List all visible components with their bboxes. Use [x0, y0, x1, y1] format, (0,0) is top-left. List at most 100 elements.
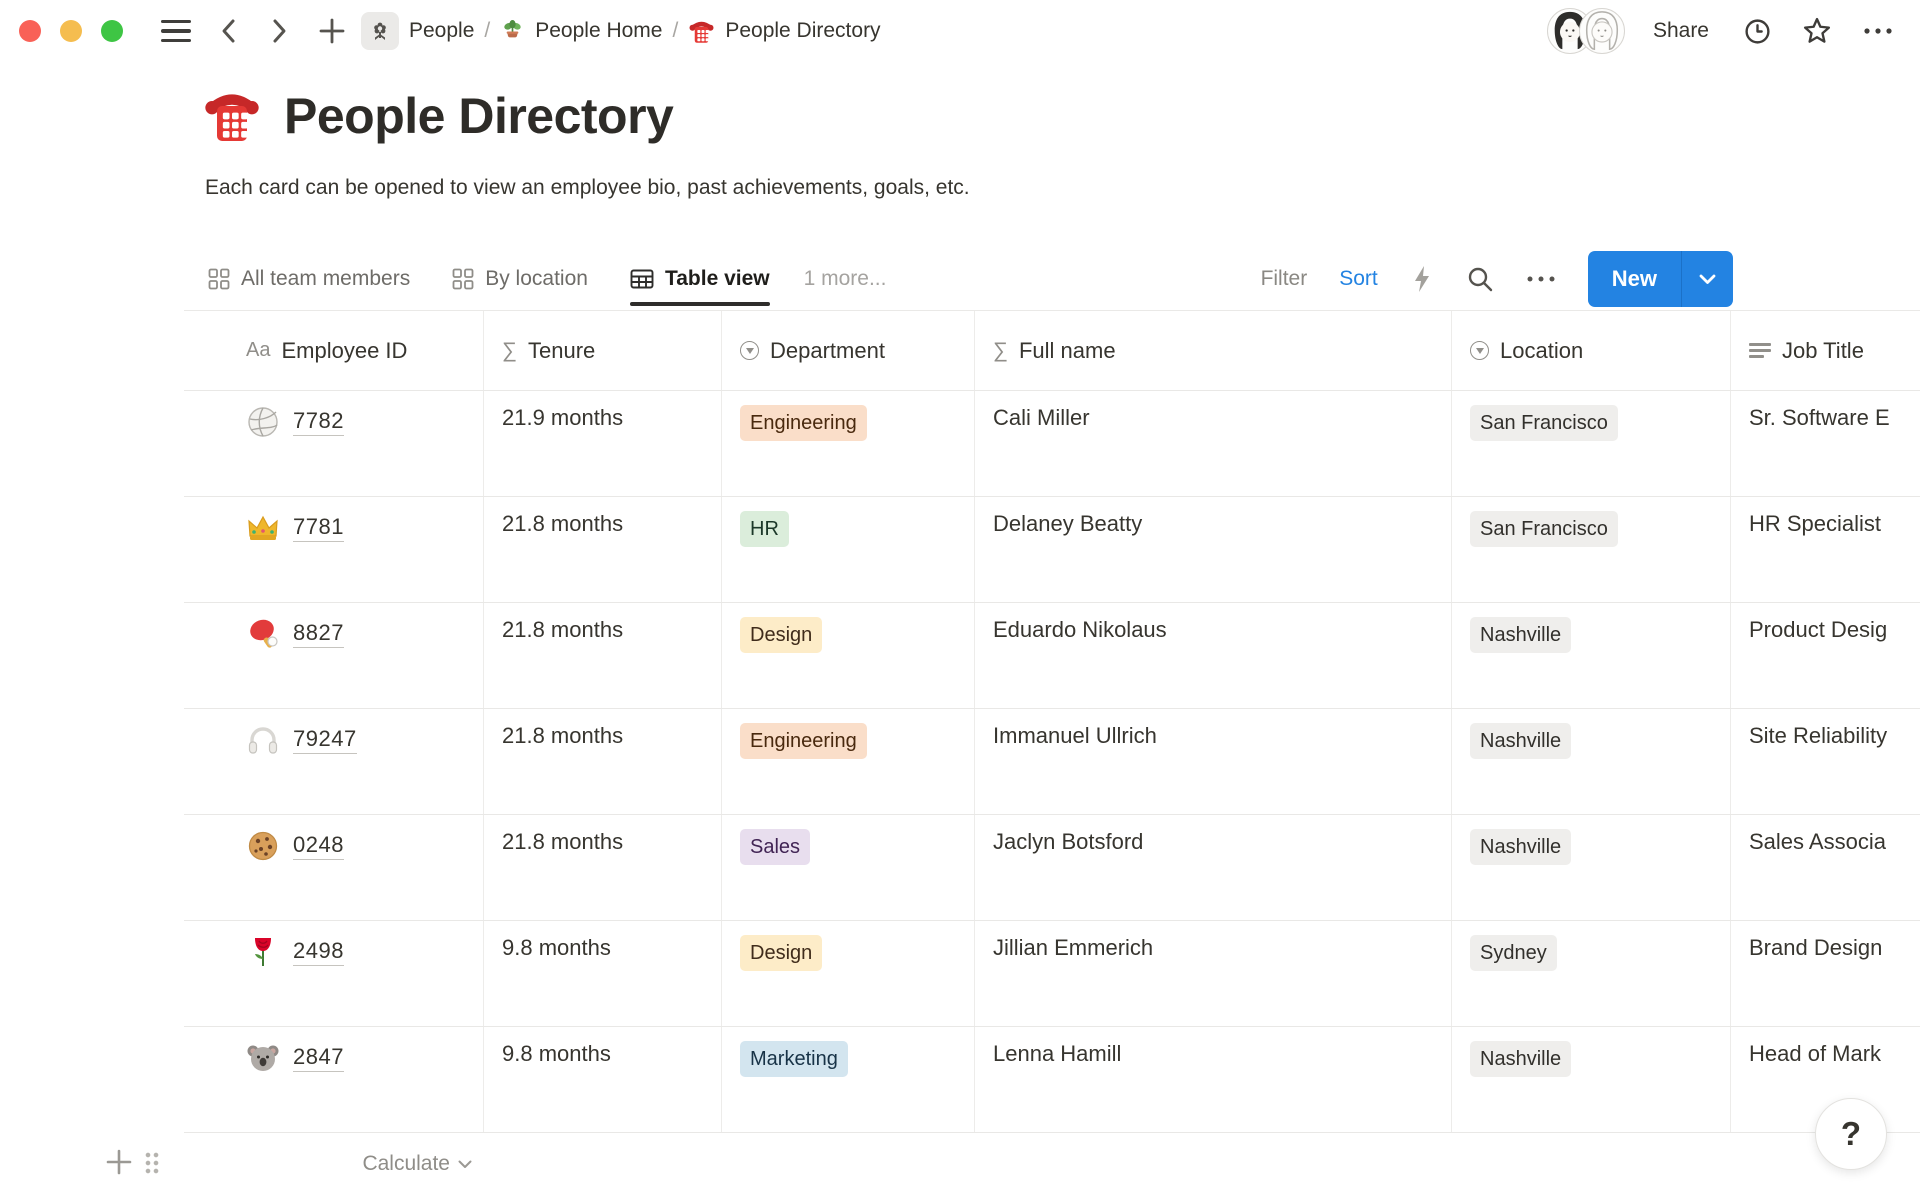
department-tag[interactable]: Design: [740, 935, 823, 971]
view-options-button[interactable]: [1526, 274, 1556, 284]
location-tag[interactable]: Nashville: [1470, 1041, 1572, 1077]
automation-button[interactable]: [1410, 264, 1434, 294]
full-name-cell[interactable]: Delaney Beatty: [975, 497, 1452, 602]
page-description[interactable]: Each card can be opened to view an emplo…: [205, 176, 970, 199]
department-tag[interactable]: Engineering: [740, 723, 867, 759]
column-header-employee-id[interactable]: Aa Employee ID: [184, 311, 484, 390]
full-name-cell[interactable]: Jillian Emmerich: [975, 921, 1452, 1026]
job-title-cell[interactable]: Product Desig: [1749, 617, 1888, 642]
full-name-cell[interactable]: Eduardo Nikolaus: [975, 603, 1452, 708]
back-button[interactable]: [217, 17, 241, 45]
full-name-cell[interactable]: Cali Miller: [975, 391, 1452, 496]
formula-property-icon: ∑: [993, 338, 1008, 362]
department-tag[interactable]: HR: [740, 511, 789, 547]
history-button[interactable]: [1743, 17, 1772, 46]
table-row[interactable]: 8827 21.8 months Design Eduardo Nikolaus…: [184, 603, 1920, 709]
add-row-button[interactable]: [104, 1147, 134, 1177]
employee-id-link[interactable]: 2498: [293, 938, 344, 966]
tenure-cell[interactable]: 21.8 months: [484, 497, 722, 602]
search-button[interactable]: [1466, 265, 1494, 293]
window-top-bar: People / People Home / People Directory …: [0, 0, 1920, 62]
job-title-cell[interactable]: Site Reliability: [1749, 723, 1888, 748]
table-row[interactable]: 2847 9.8 months Marketing Lenna Hamill N…: [184, 1027, 1920, 1133]
new-button-dropdown[interactable]: [1682, 251, 1733, 307]
department-tag[interactable]: Engineering: [740, 405, 867, 441]
table-row[interactable]: 0248 21.8 months Sales Jaclyn Botsford N…: [184, 815, 1920, 921]
tenure-cell[interactable]: 9.8 months: [484, 921, 722, 1026]
page-title[interactable]: People Directory: [284, 88, 674, 144]
column-header-department[interactable]: Department: [722, 311, 975, 390]
breadcrumb-item-people-directory[interactable]: People Directory: [688, 18, 881, 45]
new-page-button[interactable]: [317, 16, 347, 46]
employee-id-link[interactable]: 7782: [293, 408, 344, 436]
drag-handle-icon[interactable]: [144, 1151, 160, 1175]
location-tag[interactable]: San Francisco: [1470, 511, 1618, 547]
employee-id-link[interactable]: 8827: [293, 620, 344, 648]
tenure-cell[interactable]: 21.8 months: [484, 709, 722, 814]
chevron-left-icon: [222, 19, 235, 43]
location-tag[interactable]: Sydney: [1470, 935, 1557, 971]
department-tag[interactable]: Design: [740, 617, 823, 653]
filter-button[interactable]: Filter: [1260, 267, 1308, 290]
select-property-icon: [1470, 341, 1489, 360]
sidebar-toggle-icon[interactable]: [161, 19, 191, 43]
sort-button[interactable]: Sort: [1339, 267, 1378, 290]
column-header-full-name[interactable]: ∑ Full name: [975, 311, 1452, 390]
employee-id-link[interactable]: 0248: [293, 832, 344, 860]
close-window-button[interactable]: [19, 20, 41, 42]
column-header-location[interactable]: Location: [1452, 311, 1731, 390]
new-record-button[interactable]: New: [1587, 251, 1733, 307]
job-title-cell[interactable]: HR Specialist: [1749, 511, 1882, 536]
department-tag[interactable]: Sales: [740, 829, 811, 865]
department-tag[interactable]: Marketing: [740, 1041, 848, 1077]
tab-label: Table view: [664, 267, 770, 290]
red-phone-icon[interactable]: [202, 86, 262, 146]
breadcrumb-item-people-home[interactable]: People Home: [500, 19, 662, 44]
table-row[interactable]: 79247 21.8 months Engineering Immanuel U…: [184, 709, 1920, 815]
share-button[interactable]: Share: [1652, 19, 1709, 42]
column-label: Job Title: [1782, 337, 1864, 363]
breadcrumb-item-people[interactable]: People: [361, 12, 474, 50]
tab-by-location[interactable]: By location: [452, 267, 588, 291]
location-tag[interactable]: Nashville: [1470, 617, 1572, 653]
full-name-cell[interactable]: Jaclyn Botsford: [975, 815, 1452, 920]
page-options-button[interactable]: [1862, 25, 1894, 37]
full-name-cell[interactable]: Lenna Hamill: [975, 1027, 1452, 1132]
forward-button[interactable]: [267, 17, 291, 45]
star-icon: [1803, 17, 1831, 43]
zoom-window-button[interactable]: [101, 20, 123, 42]
search-icon: [1468, 267, 1492, 292]
favorite-button[interactable]: [1802, 16, 1832, 46]
location-tag[interactable]: Nashville: [1470, 723, 1572, 759]
calculate-button[interactable]: Calculate: [184, 1133, 484, 1193]
minimize-window-button[interactable]: [60, 20, 82, 42]
tenure-cell[interactable]: 21.9 months: [484, 391, 722, 496]
job-title-cell[interactable]: Sr. Software E: [1749, 405, 1890, 430]
employee-id-link[interactable]: 79247: [293, 726, 357, 754]
tab-table-view[interactable]: Table view: [629, 267, 770, 306]
employee-id-link[interactable]: 2847: [293, 1044, 344, 1072]
location-tag[interactable]: San Francisco: [1470, 405, 1618, 441]
employee-id-link[interactable]: 7781: [293, 514, 344, 542]
more-views-button[interactable]: 1 more...: [803, 267, 887, 290]
job-title-cell[interactable]: Head of Mark: [1749, 1041, 1882, 1066]
location-tag[interactable]: Nashville: [1470, 829, 1572, 865]
job-title-cell[interactable]: Sales Associa: [1749, 829, 1886, 854]
collaborator-avatars[interactable]: [1546, 8, 1625, 54]
help-button[interactable]: ?: [1815, 1098, 1887, 1170]
column-header-tenure[interactable]: ∑ Tenure: [484, 311, 722, 390]
full-name-cell[interactable]: Immanuel Ullrich: [975, 709, 1452, 814]
tenure-cell[interactable]: 21.8 months: [484, 815, 722, 920]
table-row[interactable]: 2498 9.8 months Design Jillian Emmerich …: [184, 921, 1920, 1027]
table-row[interactable]: 7782 21.9 months Engineering Cali Miller…: [184, 391, 1920, 497]
breadcrumb-label: People: [409, 19, 475, 42]
tab-all-team-members[interactable]: All team members: [208, 267, 410, 291]
chevron-down-icon: [458, 1160, 472, 1168]
column-header-job-title[interactable]: Job Title: [1731, 311, 1920, 390]
tenure-cell[interactable]: 21.8 months: [484, 603, 722, 708]
table-row[interactable]: 7781 21.8 months HR Delaney Beatty San F…: [184, 497, 1920, 603]
job-title-cell[interactable]: Brand Design: [1749, 935, 1883, 960]
new-button-label[interactable]: New: [1611, 266, 1657, 291]
column-label: Location: [1500, 337, 1584, 363]
tenure-cell[interactable]: 9.8 months: [484, 1027, 722, 1132]
